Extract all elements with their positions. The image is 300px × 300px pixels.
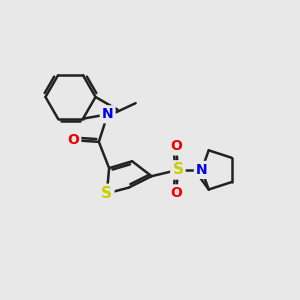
Text: S: S [101, 186, 112, 201]
Text: O: O [170, 140, 182, 154]
Text: S: S [172, 162, 183, 177]
Text: O: O [170, 186, 182, 200]
Text: N: N [102, 107, 113, 121]
Text: O: O [68, 134, 79, 147]
Text: N: N [196, 163, 208, 177]
